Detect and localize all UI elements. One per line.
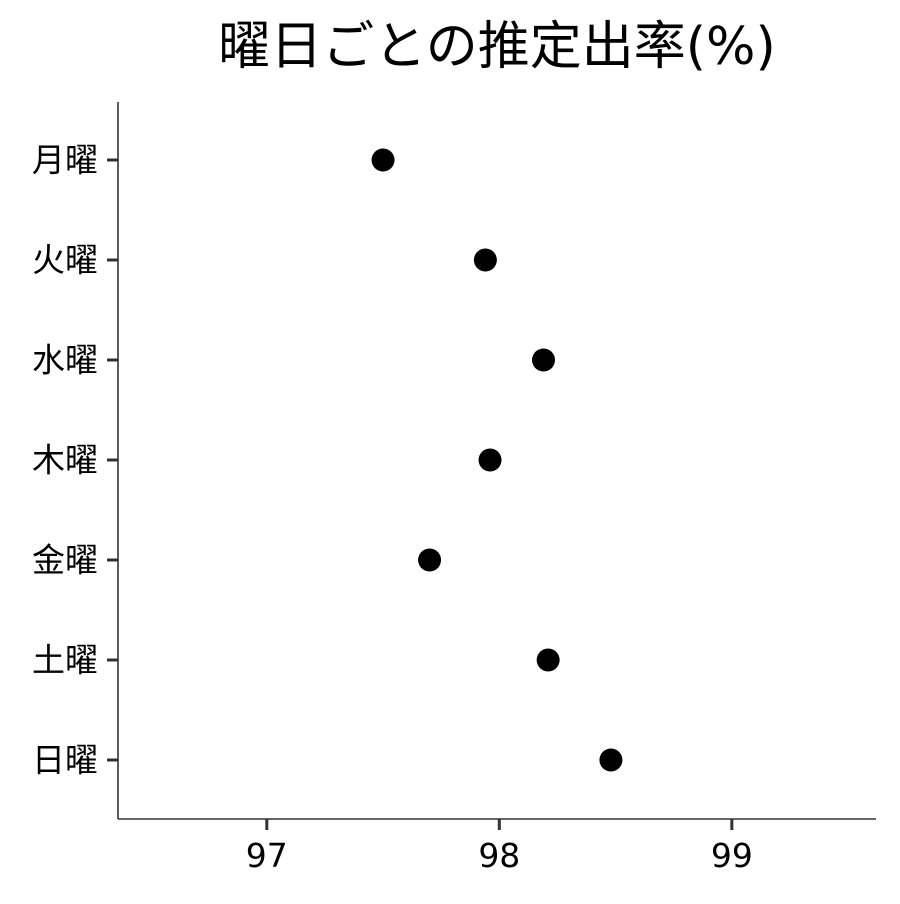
data-point: [532, 348, 556, 372]
data-points: [371, 148, 623, 772]
y-tick-label: 火曜: [32, 241, 98, 280]
y-tick-label: 木曜: [32, 441, 98, 480]
x-tick-label: 99: [711, 836, 753, 875]
data-point: [371, 148, 395, 172]
data-point: [599, 748, 623, 772]
x-tick-label: 97: [246, 836, 288, 875]
y-tick-label: 金曜: [32, 541, 98, 580]
x-axis-ticks: 97 98 99: [246, 819, 753, 875]
y-tick-label: 月曜: [32, 141, 98, 180]
data-point: [536, 648, 560, 672]
y-tick-label: 土曜: [32, 641, 98, 680]
data-point: [478, 448, 502, 472]
data-point: [418, 548, 442, 572]
chart-title: 曜日ごとの推定出率(%): [218, 17, 775, 77]
y-tick-label: 日曜: [32, 741, 98, 780]
data-point: [473, 248, 497, 272]
x-tick-label: 98: [478, 836, 520, 875]
y-tick-label: 水曜: [32, 341, 98, 380]
